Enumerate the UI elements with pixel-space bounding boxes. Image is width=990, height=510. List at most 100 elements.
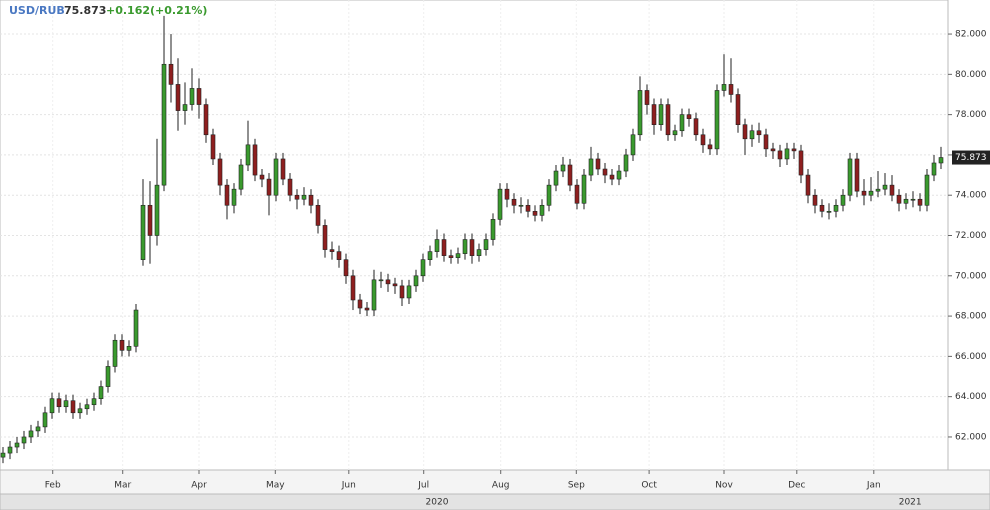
candle-body — [455, 253, 461, 258]
candle-body — [280, 158, 286, 180]
candle-body — [182, 104, 188, 111]
candle-body — [490, 219, 496, 240]
candle-body — [231, 188, 237, 206]
candle-body — [784, 148, 790, 160]
candle-body — [826, 211, 832, 213]
candle-body — [378, 279, 384, 282]
candle-body — [140, 204, 146, 260]
candle-body — [553, 170, 559, 186]
candle-body — [525, 204, 531, 212]
candle-body — [868, 190, 874, 196]
y-tick-label: 72.000 — [955, 231, 987, 241]
candle-body — [189, 88, 195, 105]
candle-body — [497, 188, 503, 220]
x-tick-label: Apr — [191, 481, 207, 491]
candle-body — [714, 90, 720, 150]
candle-body — [49, 398, 55, 414]
candle-body — [427, 251, 433, 260]
candle-body — [448, 255, 454, 258]
candle-body — [364, 307, 370, 311]
y-tick-label: 62.000 — [955, 432, 987, 442]
y-tick-label: 80.000 — [955, 70, 987, 80]
candle-body — [735, 94, 741, 126]
candle-body — [329, 249, 335, 252]
candle-body — [609, 174, 615, 180]
x-tick-label: Nov — [715, 481, 733, 491]
candle-body — [70, 400, 76, 414]
year-label: 2021 — [899, 498, 922, 508]
candle-body — [602, 168, 608, 176]
candle-body — [133, 309, 139, 347]
candle-body — [917, 198, 923, 206]
candle-body — [462, 239, 468, 254]
x-tick-label: Feb — [45, 481, 61, 491]
candle-body — [350, 275, 356, 301]
candle-body — [651, 104, 657, 126]
candle-body — [812, 194, 818, 206]
candle-body — [504, 188, 510, 200]
candle-body — [126, 346, 132, 351]
candle-body — [77, 408, 83, 414]
candles — [0, 15, 944, 464]
candle-body — [665, 104, 671, 136]
candle-body — [721, 84, 727, 91]
year-band — [0, 493, 990, 510]
candle-body — [343, 259, 349, 277]
y-tick-label: 78.000 — [955, 110, 987, 120]
candle-body — [728, 84, 734, 95]
candle-body — [294, 194, 300, 200]
candle-body — [588, 158, 594, 176]
candle-body — [756, 130, 762, 136]
x-tick-label: Aug — [492, 481, 510, 491]
candle-body — [252, 144, 258, 176]
candle-body — [532, 211, 538, 216]
candle-body — [700, 134, 706, 146]
candle-body — [203, 104, 209, 136]
candle-body — [392, 283, 398, 287]
candle-body — [630, 134, 636, 156]
candle-body — [21, 436, 27, 444]
candle-body — [686, 114, 692, 119]
candle-body — [896, 194, 902, 204]
candle-body — [672, 130, 678, 136]
candle-body — [273, 158, 279, 196]
x-tick-label: Jul — [417, 481, 429, 491]
y-tick-label: 68.000 — [955, 312, 987, 322]
candle-body — [931, 162, 937, 176]
candle-body — [210, 134, 216, 160]
candle-body — [742, 124, 748, 140]
y-tick-label: 70.000 — [955, 271, 987, 281]
candle-body — [245, 144, 251, 166]
candle-body — [217, 158, 223, 186]
candle-body — [112, 339, 118, 367]
candle-body — [399, 285, 405, 299]
candle-body — [483, 239, 489, 250]
x-tick-label: Jun — [341, 481, 356, 491]
candle-body — [434, 239, 440, 252]
candle-body — [224, 184, 230, 206]
candle-body — [938, 157, 944, 164]
candle-body — [819, 204, 825, 212]
candle-body — [574, 184, 580, 204]
symbol: USD/RUB — [9, 4, 65, 17]
axes: 62.000 64.000 66.000 68.000 70.000 72.000 74.0… — [45, 30, 990, 508]
candle-body — [924, 174, 930, 206]
candle-body — [644, 90, 650, 105]
x-tick-label: Sep — [568, 481, 585, 491]
x-tick-label: May — [266, 481, 285, 491]
last-price: 75.873 — [64, 4, 106, 17]
y-tick-label: 66.000 — [955, 352, 987, 362]
x-tick-label: Oct — [641, 481, 657, 491]
candle-body — [308, 194, 314, 206]
candle-body — [84, 404, 90, 410]
candle-body — [798, 150, 804, 176]
candle-body — [420, 259, 426, 277]
candle-body — [357, 299, 363, 309]
candle-body — [875, 188, 881, 192]
candle-body — [266, 178, 272, 196]
candle-body — [336, 251, 342, 260]
y-tick-label: 74.000 — [955, 191, 987, 201]
candle-body — [0, 452, 6, 458]
